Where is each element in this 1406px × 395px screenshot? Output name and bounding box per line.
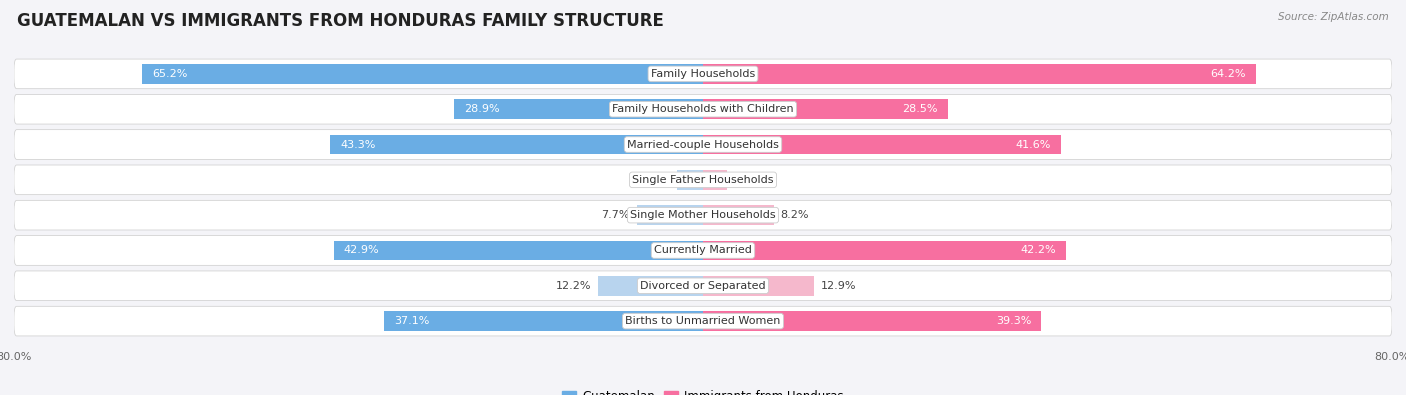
Bar [637, 205, 703, 225]
Text: 64.2%: 64.2% [1211, 69, 1246, 79]
Bar [454, 100, 703, 119]
Text: 7.7%: 7.7% [602, 210, 630, 220]
Text: Currently Married: Currently Married [654, 245, 752, 256]
Text: Family Households: Family Households [651, 69, 755, 79]
Text: 37.1%: 37.1% [394, 316, 429, 326]
Text: Divorced or Separated: Divorced or Separated [640, 281, 766, 291]
FancyBboxPatch shape [14, 271, 1392, 301]
Bar [703, 205, 773, 225]
Bar [598, 276, 703, 295]
FancyBboxPatch shape [14, 236, 1392, 265]
Text: GUATEMALAN VS IMMIGRANTS FROM HONDURAS FAMILY STRUCTURE: GUATEMALAN VS IMMIGRANTS FROM HONDURAS F… [17, 12, 664, 30]
Text: Family Households with Children: Family Households with Children [612, 104, 794, 114]
Bar [703, 64, 1256, 84]
Text: 65.2%: 65.2% [152, 69, 187, 79]
FancyBboxPatch shape [14, 306, 1392, 336]
Bar [703, 100, 949, 119]
Text: 41.6%: 41.6% [1015, 139, 1050, 150]
Bar [384, 311, 703, 331]
FancyBboxPatch shape [14, 94, 1392, 124]
Text: Source: ZipAtlas.com: Source: ZipAtlas.com [1278, 12, 1389, 22]
Text: 39.3%: 39.3% [995, 316, 1031, 326]
Text: 42.2%: 42.2% [1021, 245, 1056, 256]
Text: 28.5%: 28.5% [903, 104, 938, 114]
Bar [333, 241, 703, 260]
FancyBboxPatch shape [14, 130, 1392, 159]
FancyBboxPatch shape [14, 59, 1392, 89]
Legend: Guatemalan, Immigrants from Honduras: Guatemalan, Immigrants from Honduras [557, 385, 849, 395]
Bar [703, 170, 727, 190]
FancyBboxPatch shape [14, 200, 1392, 230]
Text: 28.9%: 28.9% [464, 104, 501, 114]
Text: 12.2%: 12.2% [555, 281, 591, 291]
Text: 43.3%: 43.3% [340, 139, 375, 150]
Bar [330, 135, 703, 154]
Bar [703, 135, 1062, 154]
Text: Married-couple Households: Married-couple Households [627, 139, 779, 150]
Text: 12.9%: 12.9% [821, 281, 856, 291]
Text: 2.8%: 2.8% [734, 175, 762, 185]
Text: 8.2%: 8.2% [780, 210, 808, 220]
Bar [678, 170, 703, 190]
FancyBboxPatch shape [14, 165, 1392, 195]
Bar [703, 311, 1042, 331]
Text: Single Mother Households: Single Mother Households [630, 210, 776, 220]
Text: 3.0%: 3.0% [643, 175, 671, 185]
Bar [703, 241, 1066, 260]
Bar [142, 64, 703, 84]
Text: 42.9%: 42.9% [344, 245, 380, 256]
Text: Single Father Households: Single Father Households [633, 175, 773, 185]
Bar [703, 276, 814, 295]
Text: Births to Unmarried Women: Births to Unmarried Women [626, 316, 780, 326]
